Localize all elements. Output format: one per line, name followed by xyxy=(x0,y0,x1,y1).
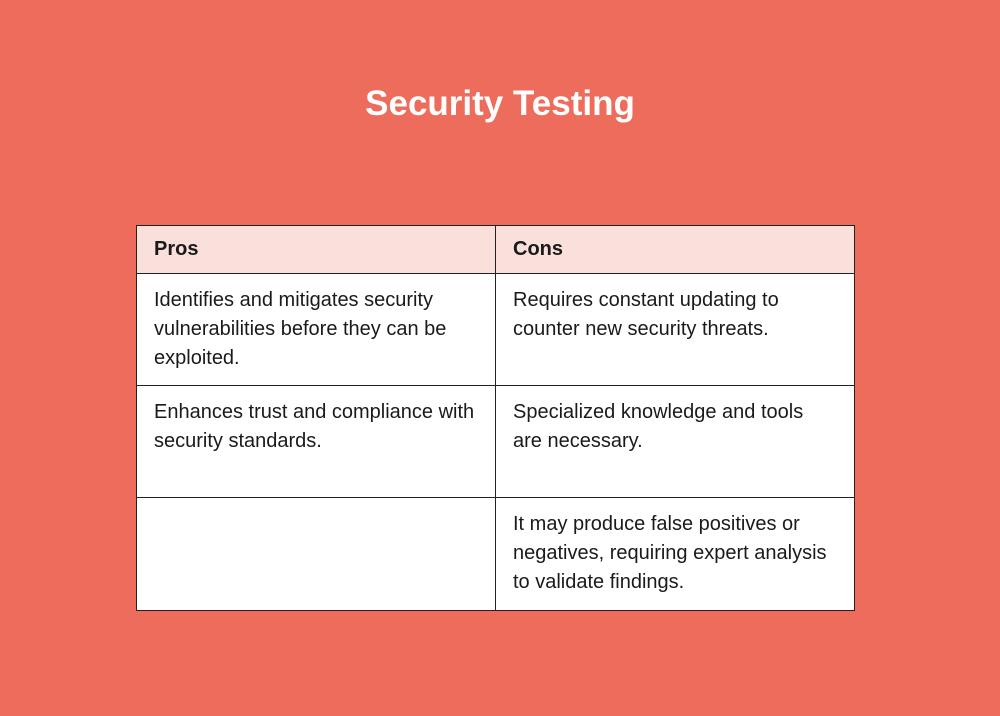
cons-cell: Requires constant updating to counter ne… xyxy=(495,273,855,386)
pros-header: Pros xyxy=(136,225,496,274)
pros-cell xyxy=(136,497,496,611)
table-row: Enhances trust and compliance with secur… xyxy=(136,385,855,498)
pros-cell: Enhances trust and compliance with secur… xyxy=(136,385,496,498)
table-row: It may produce false positives or negati… xyxy=(136,497,855,611)
table-row: Identifies and mitigates security vulner… xyxy=(136,273,855,386)
table-header: Pros Cons xyxy=(136,225,855,274)
page-title: Security Testing xyxy=(365,84,635,123)
cons-header: Cons xyxy=(495,225,855,274)
cons-cell: Specialized knowledge and tools are nece… xyxy=(495,385,855,498)
pros-cons-table: Pros Cons Identifies and mitigates securi… xyxy=(136,225,855,611)
cons-cell: It may produce false positives or negati… xyxy=(495,497,855,611)
pros-cell: Identifies and mitigates security vulner… xyxy=(136,273,496,386)
